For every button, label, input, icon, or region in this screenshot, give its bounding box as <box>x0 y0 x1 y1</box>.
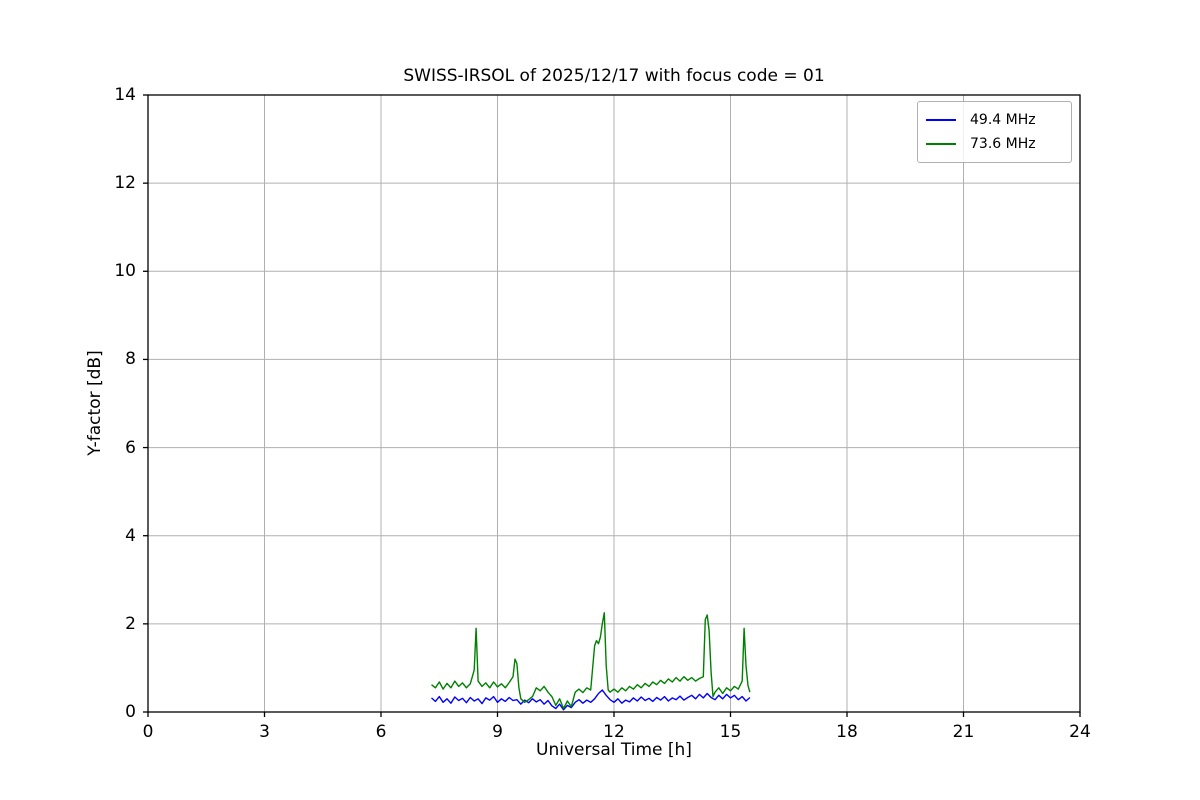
legend-label: 73.6 MHz <box>970 136 1036 152</box>
y-tick-label: 0 <box>125 702 136 722</box>
y-tick-label: 8 <box>125 349 136 370</box>
x-tick-label: 0 <box>142 722 154 742</box>
x-tick-label: 15 <box>719 722 742 742</box>
x-tick-label: 18 <box>836 722 858 742</box>
chart-title: SWISS-IRSOL of 2025/12/17 with focus cod… <box>403 66 825 86</box>
x-tick-label: 24 <box>1069 722 1091 742</box>
y-axis-label: Y-factor [dB] <box>85 350 105 456</box>
x-tick-label: 21 <box>952 722 975 742</box>
legend-line-sample <box>926 143 956 145</box>
y-tick-label: 2 <box>125 613 136 634</box>
legend-label: 49.4 MHz <box>970 112 1036 128</box>
y-tick-label: 10 <box>114 261 136 282</box>
x-tick-label: 9 <box>492 722 503 742</box>
y-tick-label: 14 <box>114 85 136 105</box>
y-tick-label: 12 <box>114 173 136 194</box>
y-tick-label: 4 <box>125 525 136 546</box>
legend: 49.4 MHz 73.6 MHz <box>917 101 1072 163</box>
series-line-73.6-mhz <box>431 612 751 710</box>
legend-entry: 73.6 MHz <box>926 132 1061 156</box>
series-line-49.4-mhz <box>431 689 751 711</box>
legend-entry: 49.4 MHz <box>926 108 1061 132</box>
x-tick-label: 3 <box>259 722 270 742</box>
x-tick-label: 6 <box>375 722 387 742</box>
x-axis-label: Universal Time [h] <box>536 740 692 760</box>
y-tick-label: 6 <box>125 437 136 458</box>
legend-line-sample <box>926 119 956 121</box>
x-tick-label: 12 <box>603 722 625 742</box>
